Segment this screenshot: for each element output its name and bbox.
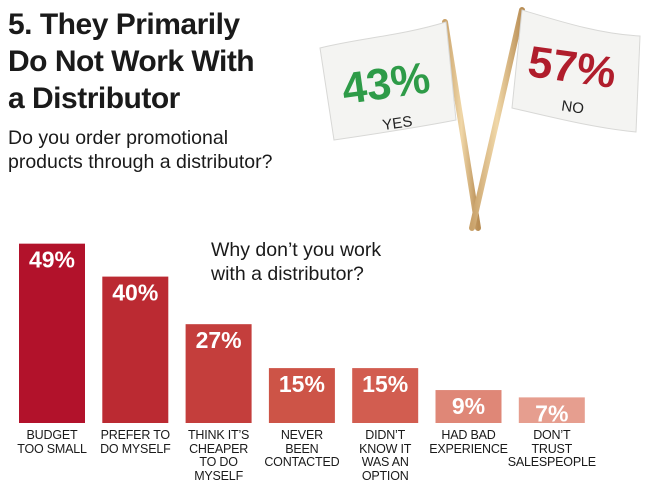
no-label: NO [560,98,585,118]
yes-flag: 43% YES [319,21,457,141]
yes-label: YES [381,113,413,134]
category-label-5-line-3: WAS AN [361,455,409,469]
bar-value-label-7: 7% [535,400,568,426]
category-label-4-line-3: CONTACTED [264,455,340,469]
category-label-3-line-3: TO DO [199,455,238,469]
bar-value-label-2: 40% [112,280,158,306]
bar-1 [19,243,85,423]
bar-6 [435,390,502,423]
bar-2 [102,276,169,423]
yes-flag-stick [442,19,481,231]
category-label-7-line-2: TRUST [531,441,573,456]
question-2-line-1: Why don’t you work [211,239,382,261]
chart-title: 5. They Primarily Do Not Work With a Dis… [8,6,308,117]
bar-3 [185,324,252,423]
title-line-1: 5. They Primarily [8,8,240,41]
no-flag-stick [469,7,525,231]
category-label-2-line-2: DO MYSELF [100,441,171,456]
bar-5 [352,368,419,423]
category-label-4: NEVER BEEN CONTACTED [257,428,347,470]
bar-value-label-4: 15% [279,371,325,397]
title-line-2: Do Not Work With [8,45,255,78]
bar-value-label-5: 15% [362,371,408,397]
category-label-7-line-3: SALESPEOPLE [507,455,596,469]
category-label-6-line-2: EXPERIENCE [429,441,508,456]
bar-4 [268,368,335,423]
question-1-line-2: products through a distributor? [8,151,273,173]
bar-value-label-3: 27% [196,327,242,353]
category-label-5-line-2: KNOW IT [359,441,412,456]
survey-question-1: Do you order promotional products throug… [8,126,328,174]
category-label-5-line-1: DIDN’T [365,428,406,442]
question-2-line-2: with a distributor? [211,263,364,285]
category-label-5-line-4: OPTION [361,468,409,483]
category-label-7-line-1: DON’T [533,428,571,442]
category-label-3-line-4: MYSELF [194,468,243,483]
category-label-2-line-1: PREFER TO [100,428,170,442]
category-label-3-line-2: CHEAPER [189,441,249,456]
category-label-4-line-2: BEEN [285,441,319,456]
bar-7 [518,397,585,423]
question-1-line-1: Do you order promotional [8,127,229,149]
title-line-3: a Distributor [8,82,180,115]
category-label-1-line-2: TOO SMALL [17,441,87,456]
survey-question-2: Why don’t you work with a distributor? [211,238,431,286]
category-label-6: HAD BAD EXPERIENCE [424,428,514,456]
no-percent: 57% [525,37,619,98]
category-label-4-line-1: NEVER [280,428,323,442]
bar-value-label-1: 49% [29,247,75,273]
yes-percent: 43% [339,53,433,114]
category-label-5: DIDN’T KNOW IT WAS AN OPTION [340,428,430,483]
category-label-2: PREFER TO DO MYSELF [90,428,180,456]
category-label-1: BUDGET TOO SMALL [7,428,97,456]
category-label-3-line-1: THINK IT’S [187,428,250,442]
category-label-3: THINK IT’S CHEAPER TO DO MYSELF [174,428,264,483]
category-label-7: DON’T TRUST SALESPEOPLE [507,428,597,470]
category-label-6-line-1: HAD BAD [441,428,496,442]
bar-value-label-6: 9% [452,393,485,419]
toothpick-flags-illustration: 43% YES 57% NO [319,7,641,231]
category-label-1-line-1: BUDGET [26,428,78,442]
no-flag: 57% NO [511,9,641,133]
